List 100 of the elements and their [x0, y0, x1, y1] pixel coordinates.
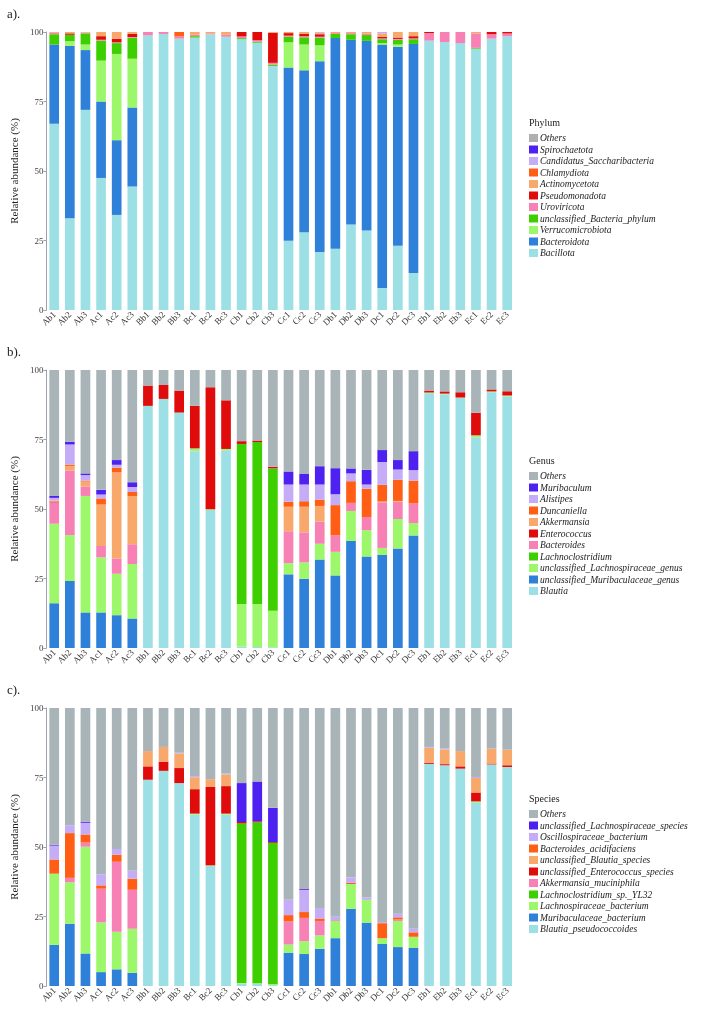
y-tick-label: 25 — [34, 911, 44, 922]
x-tick-label: Db3 — [352, 647, 371, 666]
x-tick-label: Db3 — [352, 309, 371, 328]
legend-label: Bacteroides_acidifaciens — [540, 843, 636, 854]
legend-label: Lachnoclostridium_sp._YL32 — [539, 889, 653, 900]
x-tick-label: Ec3 — [493, 647, 512, 665]
x-tick-label: Ec2 — [478, 309, 496, 327]
x-tick-label: Dc3 — [399, 985, 418, 1004]
legend-label: Enterococcus — [539, 528, 592, 539]
x-tick-label: Eb1 — [415, 985, 433, 1003]
x-tick-label: Bc3 — [212, 985, 230, 1003]
x-tick-label: Dc2 — [383, 309, 402, 328]
x-tick-label: Cb3 — [258, 309, 277, 328]
legend-label: Candidatus_Saccharibacteria — [540, 156, 655, 166]
y-axis-title: Relative abundance (%) — [7, 117, 21, 224]
legend-label: Pseudomonadota — [539, 190, 607, 201]
y-tick-label: 100 — [29, 703, 44, 713]
x-tick-label: Dc3 — [399, 647, 418, 666]
y-tick-label: 50 — [34, 504, 44, 514]
legend-label: unclassified_Blautia_species — [540, 855, 651, 865]
x-tick-label: Bc1 — [181, 985, 199, 1003]
legend-label: Uroviricota — [540, 202, 585, 212]
x-tick-label: Bc3 — [212, 647, 230, 665]
legend-label: Others — [540, 471, 567, 481]
x-tick-label: Bb2 — [149, 647, 168, 666]
x-tick-label: Eb1 — [415, 309, 433, 327]
y-tick-label: 50 — [34, 166, 44, 176]
x-tick-label: Cc1 — [274, 647, 293, 665]
legend-label: Akkermansia — [539, 517, 590, 527]
chart-title: b). — [7, 344, 22, 359]
x-tick-label: Ac1 — [86, 647, 105, 666]
x-tick-label: Cb3 — [258, 985, 277, 1004]
x-tick-label: Ec3 — [493, 309, 512, 327]
y-tick-label: 25 — [34, 235, 44, 246]
x-tick-label: Dc1 — [368, 985, 386, 1004]
legend-label: unclassified_Muribaculaceae_genus — [540, 574, 680, 585]
x-tick-label: Bc1 — [181, 309, 199, 327]
x-tick-label: Bc2 — [196, 647, 214, 665]
legend-label: Bacteroidota — [540, 236, 590, 247]
legend-label: Oscillospiraceae_bacterium — [540, 832, 648, 842]
legend-label: Muribaculum — [539, 482, 592, 493]
x-tick-label: Db3 — [352, 985, 371, 1004]
x-tick-label: Db2 — [336, 309, 355, 328]
legend-label: Bacillota — [540, 248, 576, 258]
x-tick-label: Ec2 — [478, 985, 496, 1003]
legend-label: Verrucomicrobiota — [540, 225, 612, 235]
x-tick-label: Ab2 — [55, 309, 74, 328]
legend-label: Akkermansia_muciniphila — [539, 878, 640, 888]
legend-title: Species — [529, 792, 560, 804]
y-tick-label: 75 — [34, 434, 44, 445]
x-tick-label: Bc2 — [196, 309, 214, 327]
y-tick-label: 75 — [34, 96, 44, 107]
legend-label: unclassified_Lachnospiraceae_species — [540, 820, 689, 831]
x-tick-label: Cb2 — [243, 647, 261, 666]
legend-label: Actinomycetota — [539, 179, 600, 189]
x-tick-label: Bb3 — [165, 309, 184, 328]
x-tick-label: Eb3 — [446, 647, 465, 665]
x-tick-label: Ab2 — [55, 647, 74, 666]
x-tick-label: Cb2 — [243, 309, 261, 328]
legend-label: unclassified_Lachnospiraceae_genus — [540, 563, 683, 573]
x-tick-label: Db2 — [336, 647, 355, 666]
x-tick-label: Cb3 — [258, 647, 277, 666]
x-tick-label: Eb3 — [446, 985, 465, 1003]
x-tick-label: Eb3 — [446, 309, 465, 327]
y-tick-label: 100 — [29, 365, 44, 375]
x-tick-label: Cb2 — [243, 985, 261, 1004]
legend-label: unclassified_Bacteria_phylum — [540, 213, 656, 224]
y-tick-label: 0 — [38, 981, 44, 991]
x-tick-label: Ac1 — [86, 985, 105, 1004]
y-tick-label: 25 — [34, 573, 44, 584]
chart-title: a). — [7, 6, 21, 21]
x-tick-label: Eb1 — [415, 647, 433, 665]
x-tick-label: Bb2 — [149, 309, 168, 328]
x-tick-label: Dc3 — [399, 309, 418, 328]
legend-label: Spirochaetota — [540, 144, 594, 155]
x-tick-label: Ec1 — [462, 647, 480, 665]
legend-label: unclassified_Enterococcus_species — [540, 866, 674, 877]
legend-label: Others — [540, 809, 567, 819]
x-tick-label: Eb2 — [430, 647, 449, 665]
legend-label: Others — [540, 133, 567, 143]
x-tick-label: Ab2 — [55, 985, 74, 1004]
x-tick-label: Bb3 — [165, 647, 184, 666]
x-tick-label: Dc1 — [368, 647, 386, 666]
x-tick-label: Cb1 — [227, 309, 246, 328]
x-tick-label: Cc1 — [274, 985, 293, 1003]
x-tick-label: Dc2 — [383, 647, 402, 666]
x-tick-label: Cb1 — [227, 647, 246, 666]
x-tick-label: Ec3 — [493, 985, 512, 1003]
y-tick-label: 0 — [38, 643, 44, 653]
y-tick-label: 0 — [38, 305, 44, 315]
y-tick-label: 100 — [29, 27, 44, 37]
x-tick-label: Cc1 — [274, 309, 293, 327]
legend-label: Blautia_pseudococcoides — [540, 924, 638, 934]
x-tick-label: Cb1 — [227, 985, 246, 1004]
y-tick-label: 75 — [34, 772, 44, 783]
x-tick-label: Cc2 — [290, 985, 308, 1003]
x-tick-label: Ec1 — [462, 985, 480, 1003]
x-tick-label: Cc2 — [290, 309, 308, 327]
legend-label: Duncaniella — [539, 505, 588, 516]
x-tick-label: Db2 — [336, 985, 355, 1004]
